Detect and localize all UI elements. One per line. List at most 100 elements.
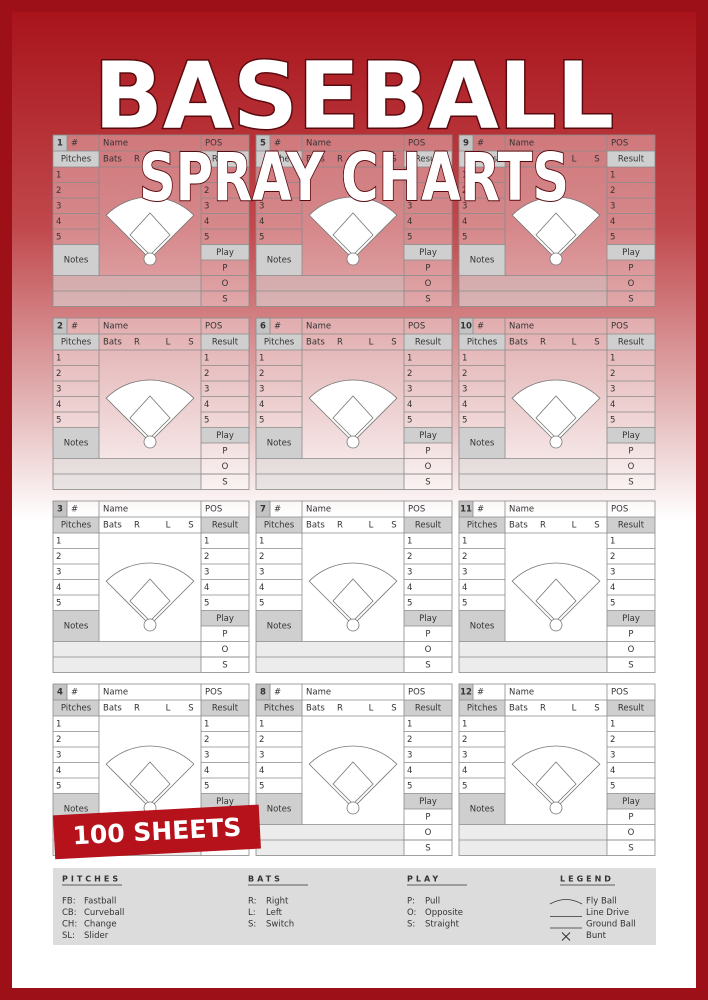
pitch-row: 1 xyxy=(462,170,467,180)
result-label: Result xyxy=(618,155,645,165)
pitch-row: 4 xyxy=(462,217,467,227)
pitches-label: Pitches xyxy=(467,155,498,165)
play-cell xyxy=(607,427,655,443)
home-plate xyxy=(346,435,360,449)
s-label: S xyxy=(594,338,599,348)
result-row: 1 xyxy=(407,536,412,546)
result-row: 4 xyxy=(610,400,615,410)
notes-cell xyxy=(459,427,505,459)
play-cell xyxy=(404,610,452,626)
name-label: Name xyxy=(306,322,331,332)
notes-label: Notes xyxy=(267,439,292,449)
legend-label: Straight xyxy=(425,920,460,930)
play-label: Play xyxy=(216,248,234,258)
legend-label: Left xyxy=(266,908,283,918)
hash: # xyxy=(71,322,78,332)
result-label: Result xyxy=(212,338,239,348)
legend-label: Ground Ball xyxy=(586,920,636,930)
home-plate xyxy=(549,801,563,815)
pos-label: POS xyxy=(408,139,425,149)
result-row: 5 xyxy=(204,415,209,425)
pitch-row: 2 xyxy=(56,552,61,562)
legend-heading: PITCHES xyxy=(62,875,121,884)
result-row: 2 xyxy=(407,369,412,379)
infield xyxy=(332,212,374,256)
legend-label: Fastball xyxy=(84,897,116,907)
result-row: 3 xyxy=(407,384,412,394)
bats-label: Bats xyxy=(509,155,528,165)
l-label: L xyxy=(572,338,577,348)
pitches-cell xyxy=(459,517,505,533)
notes-cell xyxy=(459,244,505,276)
pos-label: POS xyxy=(205,322,222,332)
play-row: S xyxy=(628,477,633,487)
num-cell xyxy=(459,318,473,334)
result-row: 5 xyxy=(407,598,412,608)
play-row: O xyxy=(425,279,432,289)
pitch-row: 4 xyxy=(259,217,264,227)
infield xyxy=(129,578,171,622)
legend-box xyxy=(53,868,656,945)
s-label: S xyxy=(594,155,599,165)
legend-label: Switch xyxy=(266,920,294,930)
s-label: S xyxy=(188,704,193,714)
r-label: R xyxy=(337,155,343,165)
card-number: 8 xyxy=(260,688,266,698)
result-row: 5 xyxy=(204,598,209,608)
pitch-row: 5 xyxy=(259,781,264,791)
notes-label: Notes xyxy=(470,622,495,632)
play-row: S xyxy=(628,660,633,670)
card-number: 4 xyxy=(57,688,63,698)
play-cell xyxy=(201,427,249,443)
card-border xyxy=(458,134,656,307)
home-plate xyxy=(346,801,360,815)
pitch-row: 5 xyxy=(259,415,264,425)
result-cell xyxy=(607,334,655,350)
pitch-row: 1 xyxy=(462,536,467,546)
play-row: S xyxy=(425,294,430,304)
result-row: 3 xyxy=(407,567,412,577)
bats-label: Bats xyxy=(103,338,122,348)
card-number: 11 xyxy=(460,505,472,515)
result-row: 1 xyxy=(407,719,412,729)
play-label: Play xyxy=(216,431,234,441)
badge-bg xyxy=(52,804,261,860)
pitch-row: 5 xyxy=(56,598,61,608)
r-label: R xyxy=(540,704,546,714)
card-border xyxy=(52,134,250,307)
play-row: S xyxy=(222,294,227,304)
play-row: S xyxy=(222,660,227,670)
card-border xyxy=(458,683,656,856)
result-row: 5 xyxy=(610,598,615,608)
play-row: S xyxy=(628,294,633,304)
pitch-row: 1 xyxy=(56,719,61,729)
pitch-row: 3 xyxy=(462,201,467,211)
pitch-row: 4 xyxy=(462,400,467,410)
play-row: O xyxy=(425,828,432,838)
r-label: R xyxy=(540,338,546,348)
result-row: 4 xyxy=(407,766,412,776)
hash: # xyxy=(274,505,281,515)
r-label: R xyxy=(540,521,546,531)
pitch-row: 2 xyxy=(259,369,264,379)
result-cell xyxy=(607,517,655,533)
notes-cell xyxy=(256,610,302,642)
result-row: 3 xyxy=(407,750,412,760)
notes-label: Notes xyxy=(64,256,89,266)
play-row: P xyxy=(628,263,633,273)
result-row: 3 xyxy=(610,384,615,394)
result-row: 3 xyxy=(610,567,615,577)
pitch-row: 5 xyxy=(462,781,467,791)
play-row: P xyxy=(425,629,430,639)
result-cell xyxy=(201,151,249,167)
r-label: R xyxy=(134,521,140,531)
legend-code: CH: xyxy=(62,920,77,930)
pitch-row: 2 xyxy=(259,735,264,745)
result-row: 4 xyxy=(610,766,615,776)
result-row: 2 xyxy=(610,552,615,562)
result-row: 5 xyxy=(610,781,615,791)
